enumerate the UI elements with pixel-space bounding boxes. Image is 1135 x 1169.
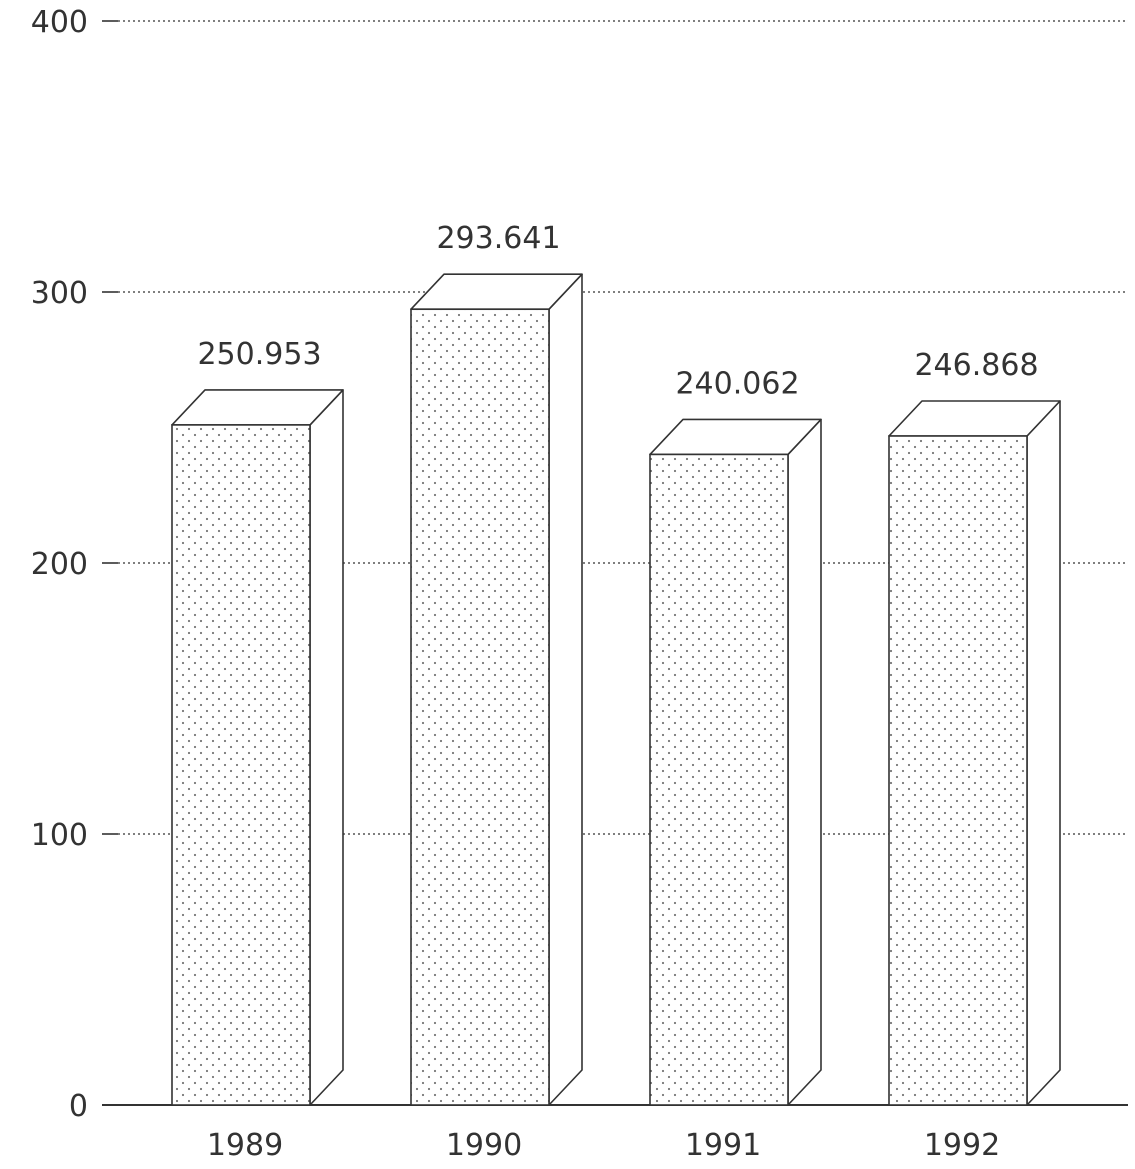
bar-side-face: [787, 418, 822, 1106]
y-tick-label: 100: [31, 818, 88, 853]
bar-1989: [171, 389, 344, 1106]
bars: [171, 273, 1061, 1106]
y-axis: 0 100 200 300 400: [31, 5, 1128, 1124]
data-label: 240.062: [675, 366, 799, 401]
x-tick-label: 1992: [924, 1128, 1000, 1163]
bar-side-face: [1026, 400, 1061, 1106]
bar-front-face: [171, 424, 311, 1106]
bar-1991: [649, 418, 822, 1106]
data-label: 293.641: [436, 221, 560, 256]
bar-1992: [888, 400, 1061, 1106]
bar-side-face: [548, 273, 583, 1106]
x-tick-label: 1989: [207, 1128, 283, 1163]
bar-1990: [410, 273, 583, 1106]
data-label: 250.953: [197, 337, 321, 372]
x-tick-label: 1991: [685, 1128, 761, 1163]
x-tick-label: 1990: [446, 1128, 522, 1163]
bar-front-face: [410, 308, 550, 1106]
bar-front-face: [888, 435, 1028, 1106]
data-label: 246.868: [914, 348, 1038, 383]
labels: 250.953 1989 293.641 1990 240.062 1991 246.868…: [197, 221, 1038, 1163]
y-tick-label: 300: [31, 276, 88, 311]
bar-front-face: [649, 453, 789, 1106]
y-tick-label: 0: [69, 1089, 88, 1124]
y-tick-label: 400: [31, 5, 88, 40]
y-tick-label: 200: [31, 547, 88, 582]
bar-side-face: [309, 389, 344, 1106]
